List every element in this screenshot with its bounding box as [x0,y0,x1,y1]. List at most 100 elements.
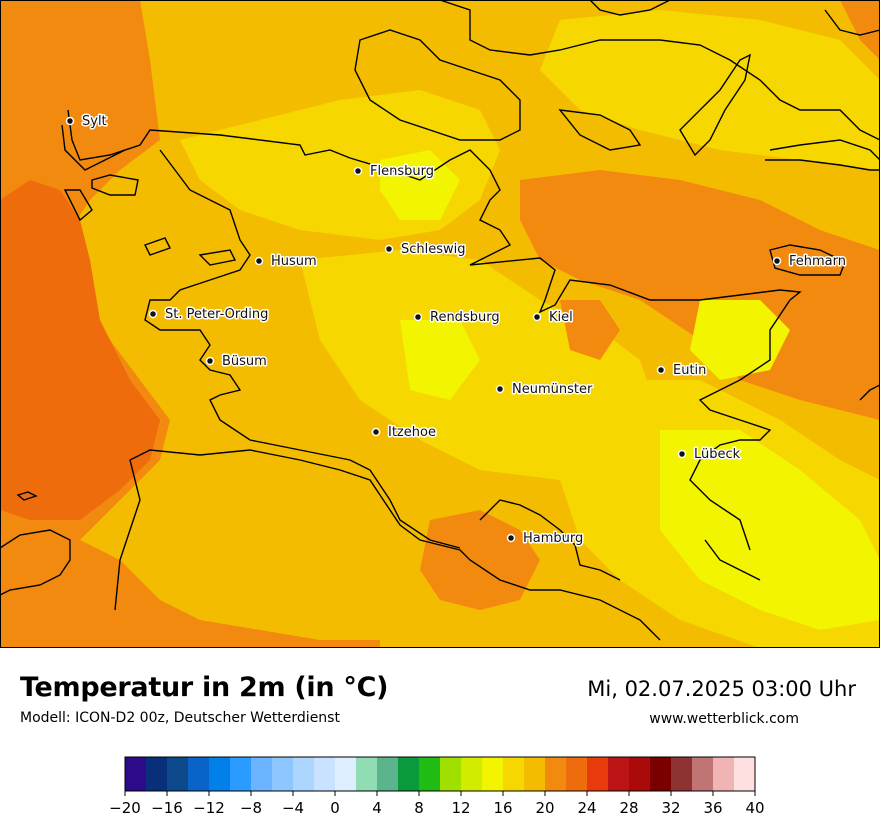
city-dot [656,365,666,375]
city-dot [677,449,687,459]
coolest-zone-southeast [660,430,880,630]
legend-tick-label: 28 [619,799,638,817]
city-label: Kiel [549,310,573,325]
legend-tick-label: 20 [535,799,554,817]
legend-swatch [692,757,714,791]
legend-swatch [377,757,399,791]
coolest-zone-center [400,320,480,400]
cool-zone-center [300,250,660,480]
city-label: Büsum [222,354,267,369]
legend-swatch [251,757,273,791]
legend-swatch [125,757,147,791]
city-dot [506,533,516,543]
legend-swatch [188,757,210,791]
legend-tick-label: 16 [493,799,512,817]
city-luebeck: Lübeck [677,446,742,464]
city-label: Sylt [82,114,107,129]
legend-swatch [566,757,588,791]
city-label: Eutin [673,363,706,378]
city-label: Husum [271,254,317,269]
legend-swatch [545,757,567,791]
legend-swatch [440,757,462,791]
legend-swatch [713,757,735,791]
city-label: Flensburg [370,164,434,179]
legend-swatch [293,757,315,791]
legend-tick-label: −20 [110,799,141,817]
legend-tick-label: −16 [151,799,183,817]
legend-tick-label: −4 [282,799,304,817]
city-dot [495,384,505,394]
city-st-peter-ording: St. Peter-Ording [148,306,270,324]
legend-swatch [461,757,483,791]
legend-swatch [398,757,420,791]
city-dot [413,312,423,322]
city-label: Schleswig [401,242,466,257]
legend-swatch [167,757,189,791]
legend-tick-label: −12 [193,799,225,817]
city-neumuenster: Neumünster [495,381,594,399]
legend-tick-label: 0 [330,799,340,817]
city-schleswig: Schleswig [384,241,467,259]
city-dot [148,309,158,319]
city-fehmarn: Fehmarn [772,253,848,271]
legend-tick-label: 4 [372,799,382,817]
legend-swatch [503,757,525,791]
legend-swatch [650,757,672,791]
legend-tick-label: −8 [240,799,262,817]
city-hamburg: Hamburg [506,530,585,548]
city-dot [65,116,75,126]
legend-swatch [608,757,630,791]
legend-swatch [356,757,378,791]
legend-swatch [524,757,546,791]
city-dot [371,427,381,437]
legend-swatch [587,757,609,791]
city-label: Itzehoe [388,425,436,440]
hot-zone-west [0,180,160,520]
legend-swatch [671,757,693,791]
forecast-datetime: Mi, 02.07.2025 03:00 Uhr [587,677,856,701]
legend-swatch [482,757,504,791]
color-legend: −20 −16 −12 −8 −4 0 4 8 12 16 20 24 28 32 36 40 [109,752,770,822]
warm-zone-east [520,170,880,420]
legend-swatch [146,757,168,791]
city-markers: Sylt Flensburg Schleswig Husum Fehmarn S… [65,113,848,548]
legend-swatch [209,757,231,791]
temperature-map: Sylt Flensburg Schleswig Husum Fehmarn S… [0,0,880,648]
legend-scale: −20 −16 −12 −8 −4 0 4 8 12 16 20 24 28 32 36 40 [109,756,765,817]
city-itzehoe: Itzehoe [371,424,437,442]
legend-tick-label: 32 [661,799,680,817]
city-rendsburg: Rendsburg [413,309,501,327]
legend-swatch [230,757,252,791]
city-flensburg: Flensburg [353,163,435,181]
city-dot [353,166,363,176]
legend-swatch [335,757,357,791]
city-buesum: Büsum [205,353,268,371]
legend-tick-label: 40 [745,799,764,817]
legend-tick-label: 36 [703,799,722,817]
warm-zone-northeast [840,0,880,60]
cool-zone-northeast [540,10,880,170]
legend-border [124,756,756,792]
model-source: Modell: ICON-D2 00z, Deutscher Wetterdie… [20,710,340,726]
coastlines [0,0,880,641]
city-dot [532,312,542,322]
warm-zone-south [0,540,380,648]
legend-swatch [419,757,441,791]
warm-zone-kiel [560,300,620,360]
city-label: St. Peter-Ording [165,307,268,322]
city-eutin: Eutin [656,362,708,380]
legend-swatch [314,757,336,791]
city-dot [384,244,394,254]
coolest-zone-east [690,300,790,380]
city-label: Neumünster [512,382,593,397]
legend-swatch [629,757,651,791]
city-dot [205,356,215,366]
city-label: Rendsburg [430,310,500,325]
legend-tick-label: 8 [414,799,424,817]
chart-title: Temperatur in 2m (in °C) [20,672,389,703]
website-link[interactable]: www.wetterblick.com [649,711,799,727]
city-label: Lübeck [694,447,741,462]
city-kiel: Kiel [532,309,574,327]
city-label: Hamburg [523,531,583,546]
legend-swatch [734,757,756,791]
